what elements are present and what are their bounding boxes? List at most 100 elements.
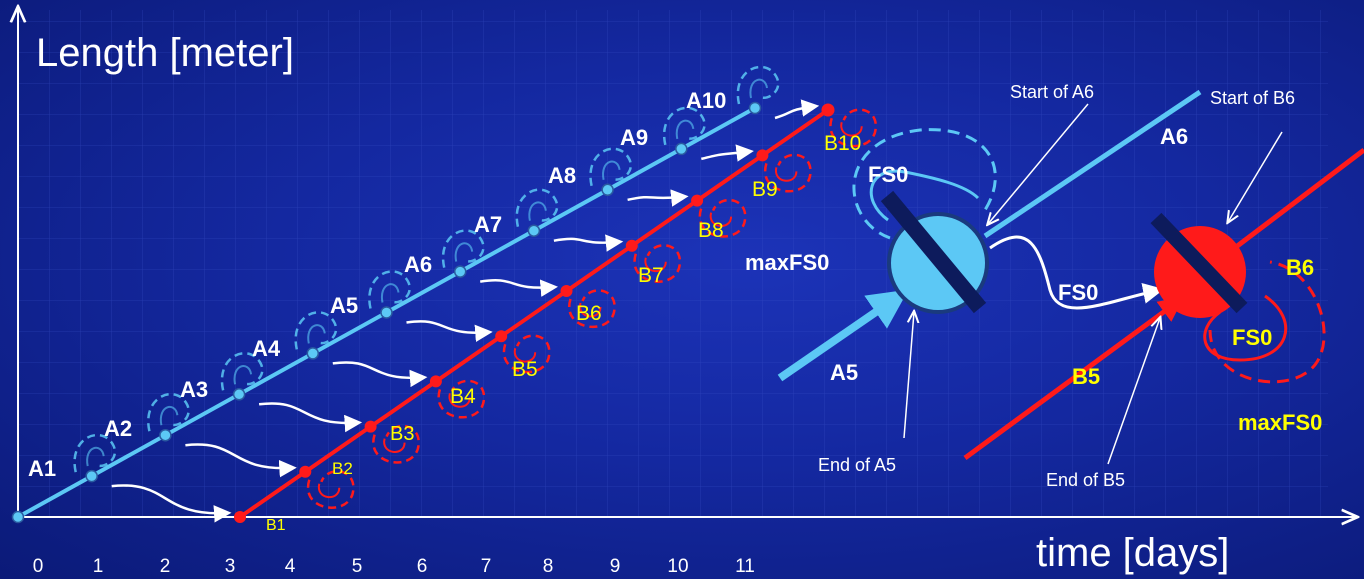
- b-point: [560, 285, 573, 297]
- a-point: [232, 388, 246, 401]
- b-point: [495, 330, 508, 343]
- x-tick-label: 10: [667, 556, 688, 577]
- a-dashed-loop: [736, 65, 780, 105]
- a-dashed-loop: [294, 311, 338, 350]
- y-axis-label: Length [meter]: [36, 31, 294, 75]
- b-dashed-loop: [633, 244, 682, 283]
- detail-line-b6: [1230, 148, 1364, 252]
- a-label: A4: [252, 336, 281, 361]
- b-label: B10: [824, 132, 861, 155]
- b-dashed-loop: [829, 108, 877, 148]
- b-junction-bar: [1150, 212, 1248, 314]
- a-to-b-link: [774, 99, 820, 120]
- a-dashed-loop: [589, 147, 633, 187]
- end-b5-label: End of B5: [1046, 470, 1125, 490]
- a-to-b-link: [553, 234, 624, 252]
- line-b: [238, 108, 830, 519]
- a-dashed-loop: [220, 352, 264, 391]
- detail-b5-label: B5: [1072, 364, 1100, 389]
- b-dashed-loop: [502, 334, 551, 374]
- x-tick-label: 3: [225, 556, 236, 577]
- a-maxfs0-loop: [852, 128, 997, 240]
- b-label: B3: [390, 423, 414, 445]
- a-junction-bar: [880, 190, 987, 314]
- start-a6-pointer: [988, 103, 1089, 224]
- a-label: A9: [620, 125, 648, 150]
- b-point: [691, 194, 704, 207]
- a-to-b-link: [406, 320, 493, 343]
- a-point: [85, 469, 98, 483]
- b-point: [299, 465, 312, 478]
- b-point: [364, 420, 377, 433]
- a-point: [380, 306, 393, 319]
- a-maxfs0-label: maxFS0: [745, 250, 829, 275]
- a-dashed-loop: [73, 433, 117, 473]
- a-inner-loop: [307, 324, 326, 344]
- a-dashed-loop: [662, 106, 706, 146]
- a-inner-loop: [159, 405, 179, 426]
- b-dashed-loop: [698, 198, 747, 238]
- b-dashed-loop: [437, 379, 486, 419]
- a-to-b-links: [111, 99, 820, 523]
- b-labels: B1 B2 B3 B4 B5 B6 B7 B8 B9 B10: [266, 132, 861, 534]
- b-label: B5: [512, 358, 538, 381]
- a-point: [675, 142, 688, 156]
- b-label: B6: [576, 302, 602, 325]
- x-tick-labels: 0 1 2 3 4 5 6 7 8 9 10 11: [33, 556, 755, 577]
- a-label: A1: [28, 456, 56, 481]
- start-b6-pointer: [1228, 131, 1283, 222]
- start-b6-label: Start of B6: [1210, 88, 1295, 108]
- b-dashed-loop: [763, 153, 812, 193]
- b-maxfs0-label: maxFS0: [1238, 410, 1322, 435]
- b-endpoint: [821, 103, 835, 117]
- a-point: [159, 428, 172, 442]
- a-inner-loop: [454, 242, 474, 262]
- a-point: [748, 101, 762, 115]
- b-inner-loop: [775, 167, 798, 182]
- detail-a5-label: A5: [830, 360, 858, 385]
- a-point: [306, 347, 320, 360]
- a-dashed-loops: [73, 65, 780, 473]
- x-tick-label: 1: [93, 556, 104, 577]
- detail-b6-label: B6: [1286, 255, 1314, 280]
- a-fs0-loop: [869, 169, 980, 222]
- x-tick-label: 8: [543, 556, 554, 577]
- a-point: [601, 183, 614, 197]
- b-maxfs0-loop: [1208, 260, 1326, 384]
- a-to-b-link: [701, 144, 754, 162]
- x-tick-label: 0: [33, 556, 44, 577]
- b-fs0-loop: [1203, 294, 1288, 362]
- x-tick-label: 6: [417, 556, 428, 577]
- a-fs0-label: FS0: [868, 162, 908, 187]
- a-inner-loop: [749, 78, 768, 99]
- a-to-b-link: [480, 278, 558, 297]
- detail-line-a6: [983, 89, 1202, 239]
- a-label: A5: [330, 293, 358, 318]
- end-b5-pointer: [1107, 318, 1160, 465]
- x-tick-label: 5: [352, 556, 363, 577]
- start-a6-label: Start of A6: [1010, 82, 1094, 102]
- x-tick-label: 7: [481, 556, 492, 577]
- x-tick-label: 4: [285, 556, 296, 577]
- end-a5-label: End of A5: [818, 455, 896, 475]
- link-fs0-label: FS0: [1058, 280, 1098, 305]
- b-inner-loop: [840, 121, 863, 137]
- b-point: [234, 511, 246, 523]
- detail-line-b5: [963, 297, 1185, 461]
- b-point: [756, 149, 769, 162]
- a-label: A7: [474, 212, 502, 237]
- end-a5-pointer: [903, 312, 914, 439]
- b-dashed-loop: [372, 424, 420, 464]
- b-point: [429, 375, 442, 388]
- detail-line-a5: [777, 289, 909, 382]
- a-to-b-link: [258, 402, 363, 433]
- a-to-b-link: [332, 361, 428, 388]
- detail-a6-label: A6: [1160, 124, 1188, 149]
- a-inner-loop: [233, 365, 253, 385]
- a-to-b-link: [185, 443, 297, 478]
- b-label: B7: [638, 264, 664, 287]
- b-label: B1: [266, 517, 286, 534]
- a-label: A2: [104, 416, 132, 441]
